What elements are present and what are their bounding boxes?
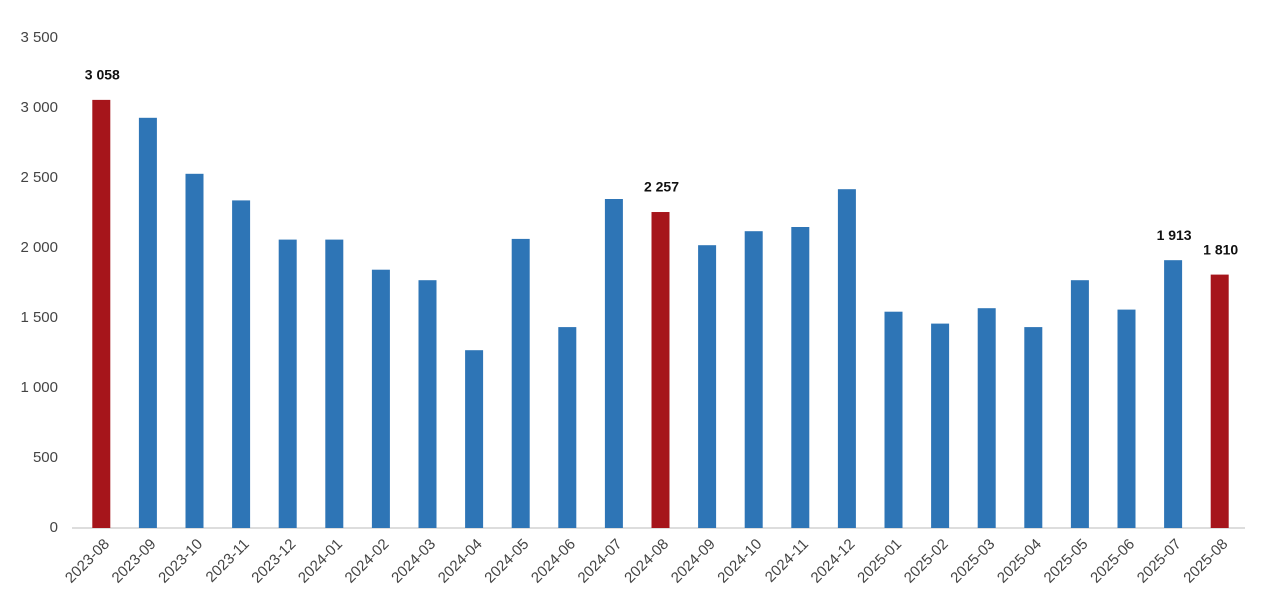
y-tick-label: 3 500 — [20, 29, 58, 46]
bar — [604, 199, 623, 528]
x-tick-label: 2023-08 — [62, 536, 113, 587]
value-label: 1 810 — [1203, 241, 1238, 257]
x-tick-label: 2024-02 — [342, 536, 393, 587]
value-label: 2 257 — [644, 179, 679, 195]
x-tick-label: 2023-10 — [155, 536, 206, 587]
bar — [698, 245, 717, 528]
bar — [931, 323, 950, 528]
bar — [138, 117, 157, 529]
x-tick-label: 2024-07 — [575, 536, 626, 587]
x-tick-label: 2025-06 — [1087, 536, 1138, 587]
x-tick-label: 2024-03 — [388, 536, 439, 587]
bar — [92, 99, 111, 528]
x-tick-label: 2023-09 — [109, 536, 160, 587]
bar — [651, 212, 670, 528]
bar — [558, 327, 577, 528]
bar — [371, 269, 390, 528]
bar — [1024, 327, 1043, 528]
x-tick-label: 2024-01 — [295, 536, 346, 587]
bar — [325, 239, 344, 528]
y-tick-label: 2 500 — [20, 169, 58, 186]
bar — [791, 227, 810, 528]
x-tick-label: 2024-10 — [714, 536, 765, 587]
x-tick-label: 2025-03 — [947, 536, 998, 587]
bar — [465, 350, 484, 528]
x-tick-label: 2025-08 — [1180, 536, 1231, 587]
x-tick-label: 2025-04 — [994, 536, 1045, 587]
x-tick-label: 2025-01 — [854, 536, 905, 587]
bar — [1070, 280, 1089, 528]
x-tick-label: 2025-05 — [1041, 536, 1092, 587]
x-tick-label: 2025-07 — [1134, 536, 1185, 587]
x-tick-label: 2024-04 — [435, 536, 486, 587]
x-tick-label: 2024-11 — [762, 536, 812, 586]
bar — [1210, 274, 1229, 528]
y-tick-label: 1 500 — [20, 309, 58, 326]
x-tick-label: 2023-11 — [203, 536, 253, 586]
bar — [418, 280, 437, 528]
bar — [837, 189, 856, 528]
y-tick-label: 2 000 — [20, 239, 58, 256]
x-tick-label: 2025-02 — [901, 536, 952, 587]
bar — [1164, 260, 1183, 528]
x-tick-label: 2024-05 — [481, 536, 532, 587]
bar — [744, 231, 763, 528]
x-tick-label: 2024-06 — [528, 536, 579, 587]
x-tick-label: 2023-12 — [248, 536, 299, 587]
y-tick-label: 1 000 — [20, 379, 58, 396]
x-tick-label: 2024-12 — [808, 536, 859, 587]
bar — [185, 173, 204, 529]
bar — [1117, 309, 1136, 528]
bar — [977, 308, 996, 528]
bar — [884, 311, 903, 528]
x-tick-label: 2024-09 — [668, 536, 719, 587]
y-tick-label: 500 — [33, 449, 58, 466]
value-label: 1 913 — [1157, 227, 1192, 243]
y-tick-label: 0 — [50, 519, 58, 536]
bar — [232, 200, 251, 528]
y-tick-label: 3 000 — [20, 99, 58, 116]
bar — [278, 239, 297, 528]
x-tick-label: 2024-08 — [621, 536, 672, 587]
value-label: 3 058 — [85, 67, 120, 83]
bar — [511, 238, 530, 528]
